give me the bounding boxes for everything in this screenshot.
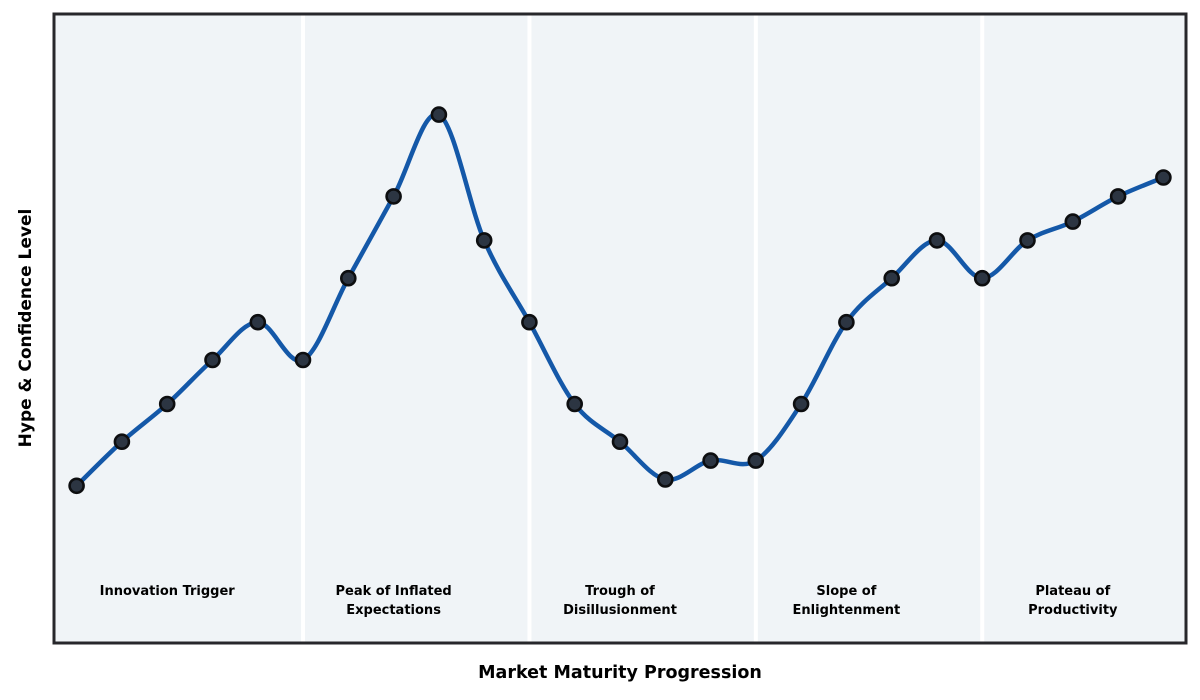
data-point-marker bbox=[702, 452, 719, 469]
data-point-marker bbox=[521, 313, 538, 331]
data-point-marker bbox=[204, 351, 221, 369]
plot-background bbox=[54, 14, 1186, 643]
data-point-marker bbox=[747, 452, 765, 469]
data-point-marker bbox=[1109, 188, 1127, 205]
data-point-marker bbox=[113, 433, 131, 451]
data-point-marker bbox=[1019, 232, 1036, 249]
x-axis-label: Market Maturity Progression bbox=[478, 663, 762, 683]
data-point-marker bbox=[1155, 169, 1172, 186]
y-axis-label: Hype & Confidence Level bbox=[16, 208, 36, 448]
phase-label-plateau-of-productivity: Plateau of Productivity bbox=[1028, 584, 1118, 618]
phase-label-peak-of-inflated-expectations: Peak of Inflated Expectations bbox=[335, 584, 452, 618]
data-point-marker bbox=[973, 269, 991, 287]
data-point-marker bbox=[339, 269, 357, 287]
data-point-marker bbox=[430, 106, 448, 123]
data-point-marker bbox=[566, 395, 584, 413]
data-point-marker bbox=[792, 395, 810, 413]
phase-label-trough-of-disillusionment: Trough of Disillusionment bbox=[563, 584, 677, 618]
data-point-marker bbox=[294, 351, 312, 369]
data-point-marker bbox=[883, 269, 901, 287]
phase-label-slope-of-enlightenment: Slope of Enlightenment bbox=[792, 584, 901, 618]
data-point-marker bbox=[475, 232, 493, 249]
data-point-marker bbox=[611, 433, 629, 451]
data-point-marker bbox=[249, 313, 267, 331]
plot-frame bbox=[52, 12, 1188, 645]
phase-label-innovation-trigger: Innovation Trigger bbox=[99, 584, 235, 599]
data-point-marker bbox=[385, 188, 402, 205]
data-point-marker bbox=[158, 395, 176, 413]
data-point-marker bbox=[838, 313, 855, 331]
data-point-marker bbox=[656, 471, 674, 488]
data-point-marker bbox=[1064, 213, 1082, 230]
data-point-marker bbox=[68, 477, 85, 495]
data-point-marker bbox=[928, 232, 946, 249]
